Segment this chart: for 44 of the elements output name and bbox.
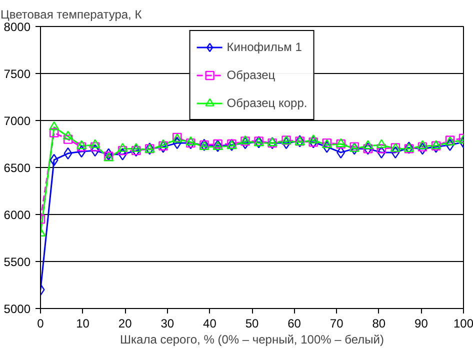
point	[322, 140, 332, 153]
point	[64, 147, 72, 160]
point	[49, 128, 59, 138]
point	[350, 142, 359, 155]
point	[63, 134, 73, 144]
point	[376, 139, 387, 148]
point	[376, 144, 386, 154]
x-tick-label: 80	[372, 316, 386, 330]
point	[90, 139, 100, 148]
legend-label: Образец корр.	[226, 96, 308, 110]
point	[131, 142, 142, 152]
point	[118, 148, 127, 160]
x-tick-label: 30	[160, 316, 174, 330]
y-tick-label: 5000	[4, 302, 31, 316]
y-axis-title: Цветовая температура, К	[0, 8, 142, 22]
point	[90, 142, 100, 152]
y-tick-label: 5500	[4, 255, 31, 269]
x-tick-label: 10	[76, 316, 90, 330]
x-tick-label: 40	[203, 316, 217, 330]
point	[308, 134, 318, 144]
x-tick-label: 50	[245, 316, 259, 330]
x-tick-label: 100	[453, 316, 473, 330]
point	[118, 146, 128, 156]
point	[62, 130, 74, 140]
x-tick-label: 70	[330, 316, 344, 330]
point	[186, 136, 196, 146]
x-tick-label: 20	[118, 316, 132, 330]
x-axis-title: Шкала серого, % (0% – черный, 100% – белый)	[120, 332, 384, 346]
y-tick-label: 6000	[4, 208, 31, 222]
x-tick-label: 0	[37, 316, 44, 330]
point	[282, 136, 291, 150]
legend-label: Образец	[226, 68, 276, 82]
point	[104, 148, 113, 160]
point	[48, 121, 60, 130]
y-tick-label: 6500	[4, 161, 31, 175]
point	[117, 142, 128, 152]
point	[418, 142, 427, 155]
y-tick-label: 7000	[4, 114, 31, 128]
x-tick-label: 90	[414, 316, 428, 330]
y-tick-label: 8000	[4, 20, 31, 34]
y-tick-label: 7500	[4, 67, 31, 81]
x-tick-label: 60	[288, 316, 302, 330]
point	[362, 140, 373, 150]
legend-label: Кинофильм 1	[226, 40, 302, 54]
